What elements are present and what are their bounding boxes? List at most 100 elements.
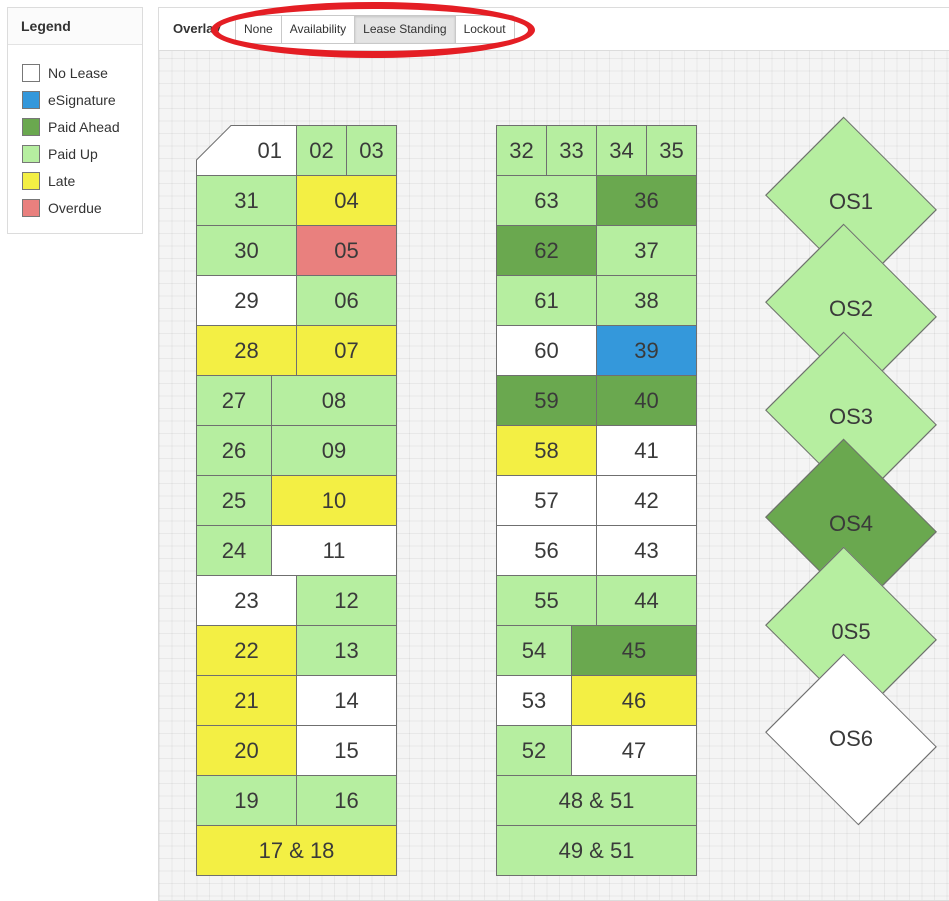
- legend-item-esignature: eSignature: [22, 86, 142, 113]
- unit-49-51[interactable]: 49 & 51: [496, 825, 697, 876]
- legend-panel: Legend No Lease eSignature Paid Ahead Pa…: [7, 7, 143, 234]
- legend-swatch: [22, 144, 40, 163]
- unit-57[interactable]: 57: [496, 475, 597, 526]
- unit-24[interactable]: 24: [196, 525, 272, 576]
- unit-label: 59: [534, 387, 559, 413]
- unit-01-outline: [196, 125, 297, 176]
- unit-55[interactable]: 55: [496, 575, 597, 626]
- legend-list: No Lease eSignature Paid Ahead Paid Up L…: [8, 45, 142, 221]
- unit-48-51[interactable]: 48 & 51: [496, 775, 697, 826]
- unit-37[interactable]: 37: [596, 225, 697, 276]
- unit-label: 47: [621, 737, 647, 763]
- unit-58[interactable]: 58: [496, 425, 597, 476]
- overlay-availability-button[interactable]: Availability: [280, 16, 354, 43]
- unit-label: 42: [634, 487, 659, 513]
- unit-14[interactable]: 14: [296, 675, 397, 726]
- unit-53[interactable]: 53: [496, 675, 572, 726]
- unit-20[interactable]: 20: [196, 725, 297, 776]
- unit-52[interactable]: 52: [496, 725, 572, 776]
- unit-label: 53: [521, 687, 547, 713]
- unit-label: 08: [321, 387, 347, 413]
- unit-54[interactable]: 54: [496, 625, 572, 676]
- unit-07[interactable]: 07: [296, 325, 397, 376]
- unit-label: 27: [221, 387, 247, 413]
- unit-label: 49 & 51: [558, 837, 635, 863]
- unit-label: 46: [621, 687, 647, 713]
- overlay-none-button[interactable]: None: [244, 22, 273, 36]
- unit-label: 24: [221, 537, 247, 563]
- unit-45[interactable]: 45: [571, 625, 697, 676]
- unit-03[interactable]: 03: [346, 125, 397, 176]
- unit-25[interactable]: 25: [196, 475, 272, 526]
- unit-28[interactable]: 28: [196, 325, 297, 376]
- unit-47[interactable]: 47: [571, 725, 697, 776]
- unit-label: 45: [621, 637, 647, 663]
- unit-21[interactable]: 21: [196, 675, 297, 726]
- unit-11[interactable]: 11: [271, 525, 397, 576]
- unit-09[interactable]: 09: [271, 425, 397, 476]
- unit-59[interactable]: 59: [496, 375, 597, 426]
- unit-label: 06: [334, 287, 359, 313]
- unit-label: 03: [359, 137, 384, 163]
- unit-label: 55: [534, 587, 559, 613]
- unit-label: 40: [634, 387, 659, 413]
- unit-29[interactable]: 29: [196, 275, 297, 326]
- unit-34[interactable]: 34: [596, 125, 647, 176]
- unit-36[interactable]: 36: [596, 175, 697, 226]
- unit-44[interactable]: 44: [596, 575, 697, 626]
- os6-label: OS6: [828, 726, 874, 751]
- legend-item-paid-ahead: Paid Ahead: [22, 113, 142, 140]
- unit-33[interactable]: 33: [546, 125, 597, 176]
- unit-42[interactable]: 42: [596, 475, 697, 526]
- unit-label: 19: [234, 787, 259, 813]
- unit-46[interactable]: 46: [571, 675, 697, 726]
- unit-04[interactable]: 04: [296, 175, 397, 226]
- unit-08[interactable]: 08: [271, 375, 397, 426]
- unit-61[interactable]: 61: [496, 275, 597, 326]
- unit-12[interactable]: 12: [296, 575, 397, 626]
- unit-38[interactable]: 38: [596, 275, 697, 326]
- unit-label: 14: [334, 687, 359, 713]
- unit-13[interactable]: 13: [296, 625, 397, 676]
- unit-06[interactable]: 06: [296, 275, 397, 326]
- unit-31[interactable]: 31: [196, 175, 297, 226]
- unit-35[interactable]: 35: [646, 125, 697, 176]
- legend-label: eSignature: [48, 91, 116, 108]
- unit-27[interactable]: 27: [196, 375, 272, 426]
- unit-56[interactable]: 56: [496, 525, 597, 576]
- unit-23[interactable]: 23: [196, 575, 297, 626]
- unit-39[interactable]: 39: [596, 325, 697, 376]
- unit-17-18[interactable]: 17 & 18: [196, 825, 397, 876]
- unit-26[interactable]: 26: [196, 425, 272, 476]
- unit-label: 09: [321, 437, 347, 463]
- unit-label: 32: [509, 137, 534, 163]
- unit-label: 28: [234, 337, 259, 363]
- unit-41[interactable]: 41: [596, 425, 697, 476]
- legend-swatch: [22, 117, 40, 136]
- unit-40[interactable]: 40: [596, 375, 697, 426]
- unit-19[interactable]: 19: [196, 775, 297, 826]
- unit-30[interactable]: 30: [196, 225, 297, 276]
- unit-02[interactable]: 02: [296, 125, 347, 176]
- unit-label: 36: [634, 187, 659, 213]
- unit-label: 29: [234, 287, 259, 313]
- unit-label: 16: [334, 787, 359, 813]
- unit-05[interactable]: 05: [296, 225, 397, 276]
- unit-32[interactable]: 32: [496, 125, 547, 176]
- legend-item-no-lease: No Lease: [22, 59, 142, 86]
- unit-label: 04: [334, 187, 359, 213]
- unit-60[interactable]: 60: [496, 325, 597, 376]
- unit-43[interactable]: 43: [596, 525, 697, 576]
- unit-63[interactable]: 63: [496, 175, 597, 226]
- overlay-lockout-button[interactable]: Lockout: [454, 16, 514, 43]
- unit-label: 37: [634, 237, 659, 263]
- unit-16[interactable]: 16: [296, 775, 397, 826]
- os3-label: OS3: [828, 404, 874, 429]
- unit-label: 11: [322, 537, 346, 563]
- unit-10[interactable]: 10: [271, 475, 397, 526]
- unit-22[interactable]: 22: [196, 625, 297, 676]
- overlay-lease-standing-button[interactable]: Lease Standing: [354, 16, 455, 43]
- unit-label: 25: [221, 487, 247, 513]
- unit-15[interactable]: 15: [296, 725, 397, 776]
- unit-62[interactable]: 62: [496, 225, 597, 276]
